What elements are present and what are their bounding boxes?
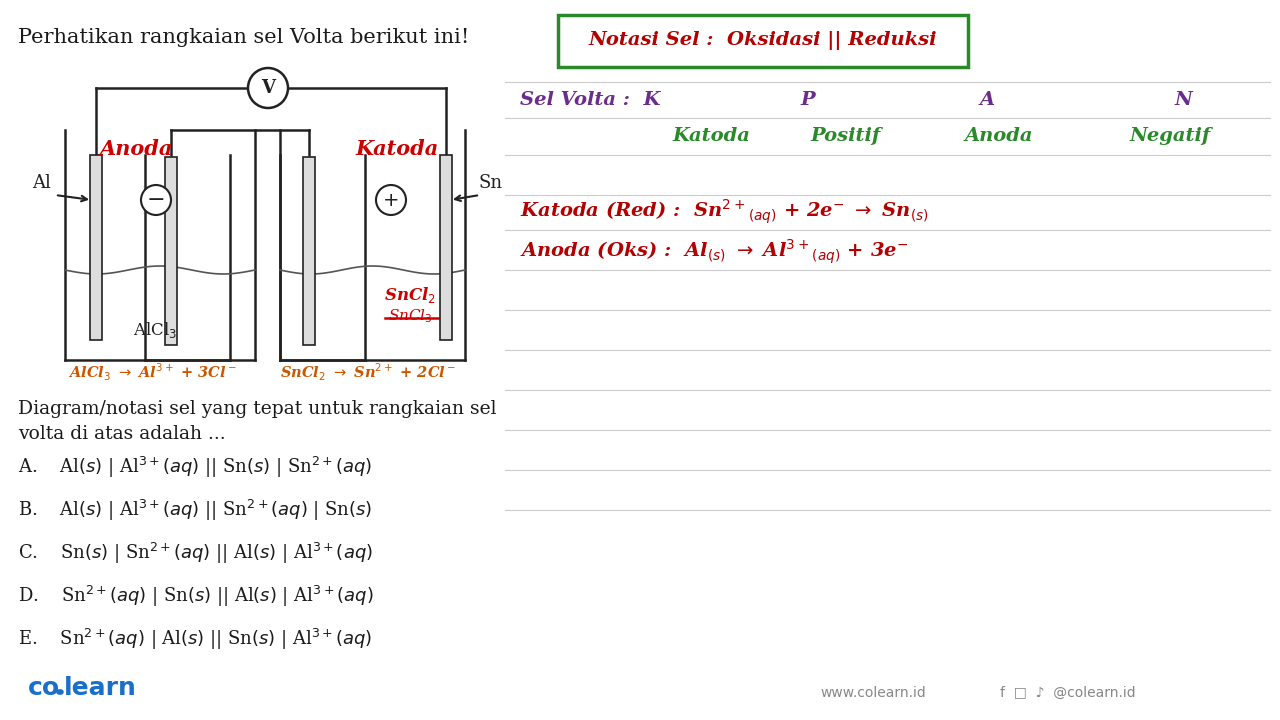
Text: learn: learn: [64, 676, 137, 700]
Text: N: N: [1175, 91, 1193, 109]
Text: −: −: [147, 190, 165, 210]
Text: www.colearn.id: www.colearn.id: [820, 686, 925, 700]
Text: AlCl$_3$ $\rightarrow$ Al$^{3+}$ + 3Cl$^-$: AlCl$_3$ $\rightarrow$ Al$^{3+}$ + 3Cl$^…: [68, 361, 237, 383]
Text: +: +: [383, 191, 399, 210]
Text: Anoda (Oks) :  Al$_{(s)}$ $\rightarrow$ Al$^{3+}$$_{(aq)}$ + 3e$^{-}$: Anoda (Oks) : Al$_{(s)}$ $\rightarrow$ A…: [520, 238, 909, 266]
Text: Anoda: Anoda: [965, 127, 1033, 145]
Text: AlCl$_3$: AlCl$_3$: [133, 320, 177, 340]
Text: Al: Al: [32, 174, 51, 192]
Text: SnCl$_3$: SnCl$_3$: [388, 307, 433, 325]
Text: B.    Al$(s)$ | Al$^{3+}$$(aq)$ || Sn$^{2+}$$(aq)$ | Sn$(s)$: B. Al$(s)$ | Al$^{3+}$$(aq)$ || Sn$^{2+}…: [18, 498, 372, 523]
Bar: [90, 155, 102, 340]
Bar: [303, 157, 315, 345]
Text: Katoda: Katoda: [672, 127, 750, 145]
Text: Katoda (Red) :  Sn$^{2+}$$_{(aq)}$ + 2e$^{-}$ $\rightarrow$ Sn$_{(s)}$: Katoda (Red) : Sn$^{2+}$$_{(aq)}$ + 2e$^…: [520, 198, 929, 226]
Text: co: co: [28, 676, 60, 700]
Bar: [440, 155, 452, 340]
Text: volta di atas adalah ...: volta di atas adalah ...: [18, 425, 225, 443]
Text: SnCl$_2$: SnCl$_2$: [384, 285, 436, 305]
Text: Katoda: Katoda: [355, 139, 438, 159]
Bar: [165, 157, 177, 345]
Text: Positif: Positif: [810, 127, 881, 145]
Text: f  □  ♪  @colearn.id: f □ ♪ @colearn.id: [1000, 686, 1135, 700]
Text: A: A: [980, 91, 995, 109]
Text: Diagram/notasi sel yang tepat untuk rangkaian sel: Diagram/notasi sel yang tepat untuk rang…: [18, 400, 497, 418]
Circle shape: [141, 185, 172, 215]
Text: A.    Al$(s)$ | Al$^{3+}$$(aq)$ || Sn$(s)$ | Sn$^{2+}$$(aq)$: A. Al$(s)$ | Al$^{3+}$$(aq)$ || Sn$(s)$ …: [18, 455, 372, 480]
Bar: [558, 15, 968, 67]
Text: V: V: [261, 79, 275, 97]
Text: Sn: Sn: [477, 174, 502, 192]
Circle shape: [248, 68, 288, 108]
Circle shape: [376, 185, 406, 215]
Text: D.    Sn$^{2+}$$(aq)$ | Sn$(s)$ || Al$(s)$ | Al$^{3+}$$(aq)$: D. Sn$^{2+}$$(aq)$ | Sn$(s)$ || Al$(s)$ …: [18, 584, 374, 609]
Text: Anoda: Anoda: [100, 139, 173, 159]
Text: Perhatikan rangkaian sel Volta berikut ini!: Perhatikan rangkaian sel Volta berikut i…: [18, 28, 470, 47]
Text: SnCl$_2$ $\rightarrow$ Sn$^{2+}$ + 2Cl$^-$: SnCl$_2$ $\rightarrow$ Sn$^{2+}$ + 2Cl$^…: [280, 361, 456, 383]
Text: Sel Volta :  K: Sel Volta : K: [520, 91, 660, 109]
Text: E.    Sn$^{2+}$$(aq)$ | Al$(s)$ || Sn$(s)$ | Al$^{3+}$$(aq)$: E. Sn$^{2+}$$(aq)$ | Al$(s)$ || Sn$(s)$ …: [18, 627, 372, 652]
Text: Notasi Sel :  Oksidasi || Reduksi: Notasi Sel : Oksidasi || Reduksi: [589, 32, 937, 50]
Text: P: P: [800, 91, 814, 109]
Text: Negatif: Negatif: [1130, 127, 1211, 145]
Text: C.    Sn$(s)$ | Sn$^{2+}$$(aq)$ || Al$(s)$ | Al$^{3+}$$(aq)$: C. Sn$(s)$ | Sn$^{2+}$$(aq)$ || Al$(s)$ …: [18, 541, 372, 566]
